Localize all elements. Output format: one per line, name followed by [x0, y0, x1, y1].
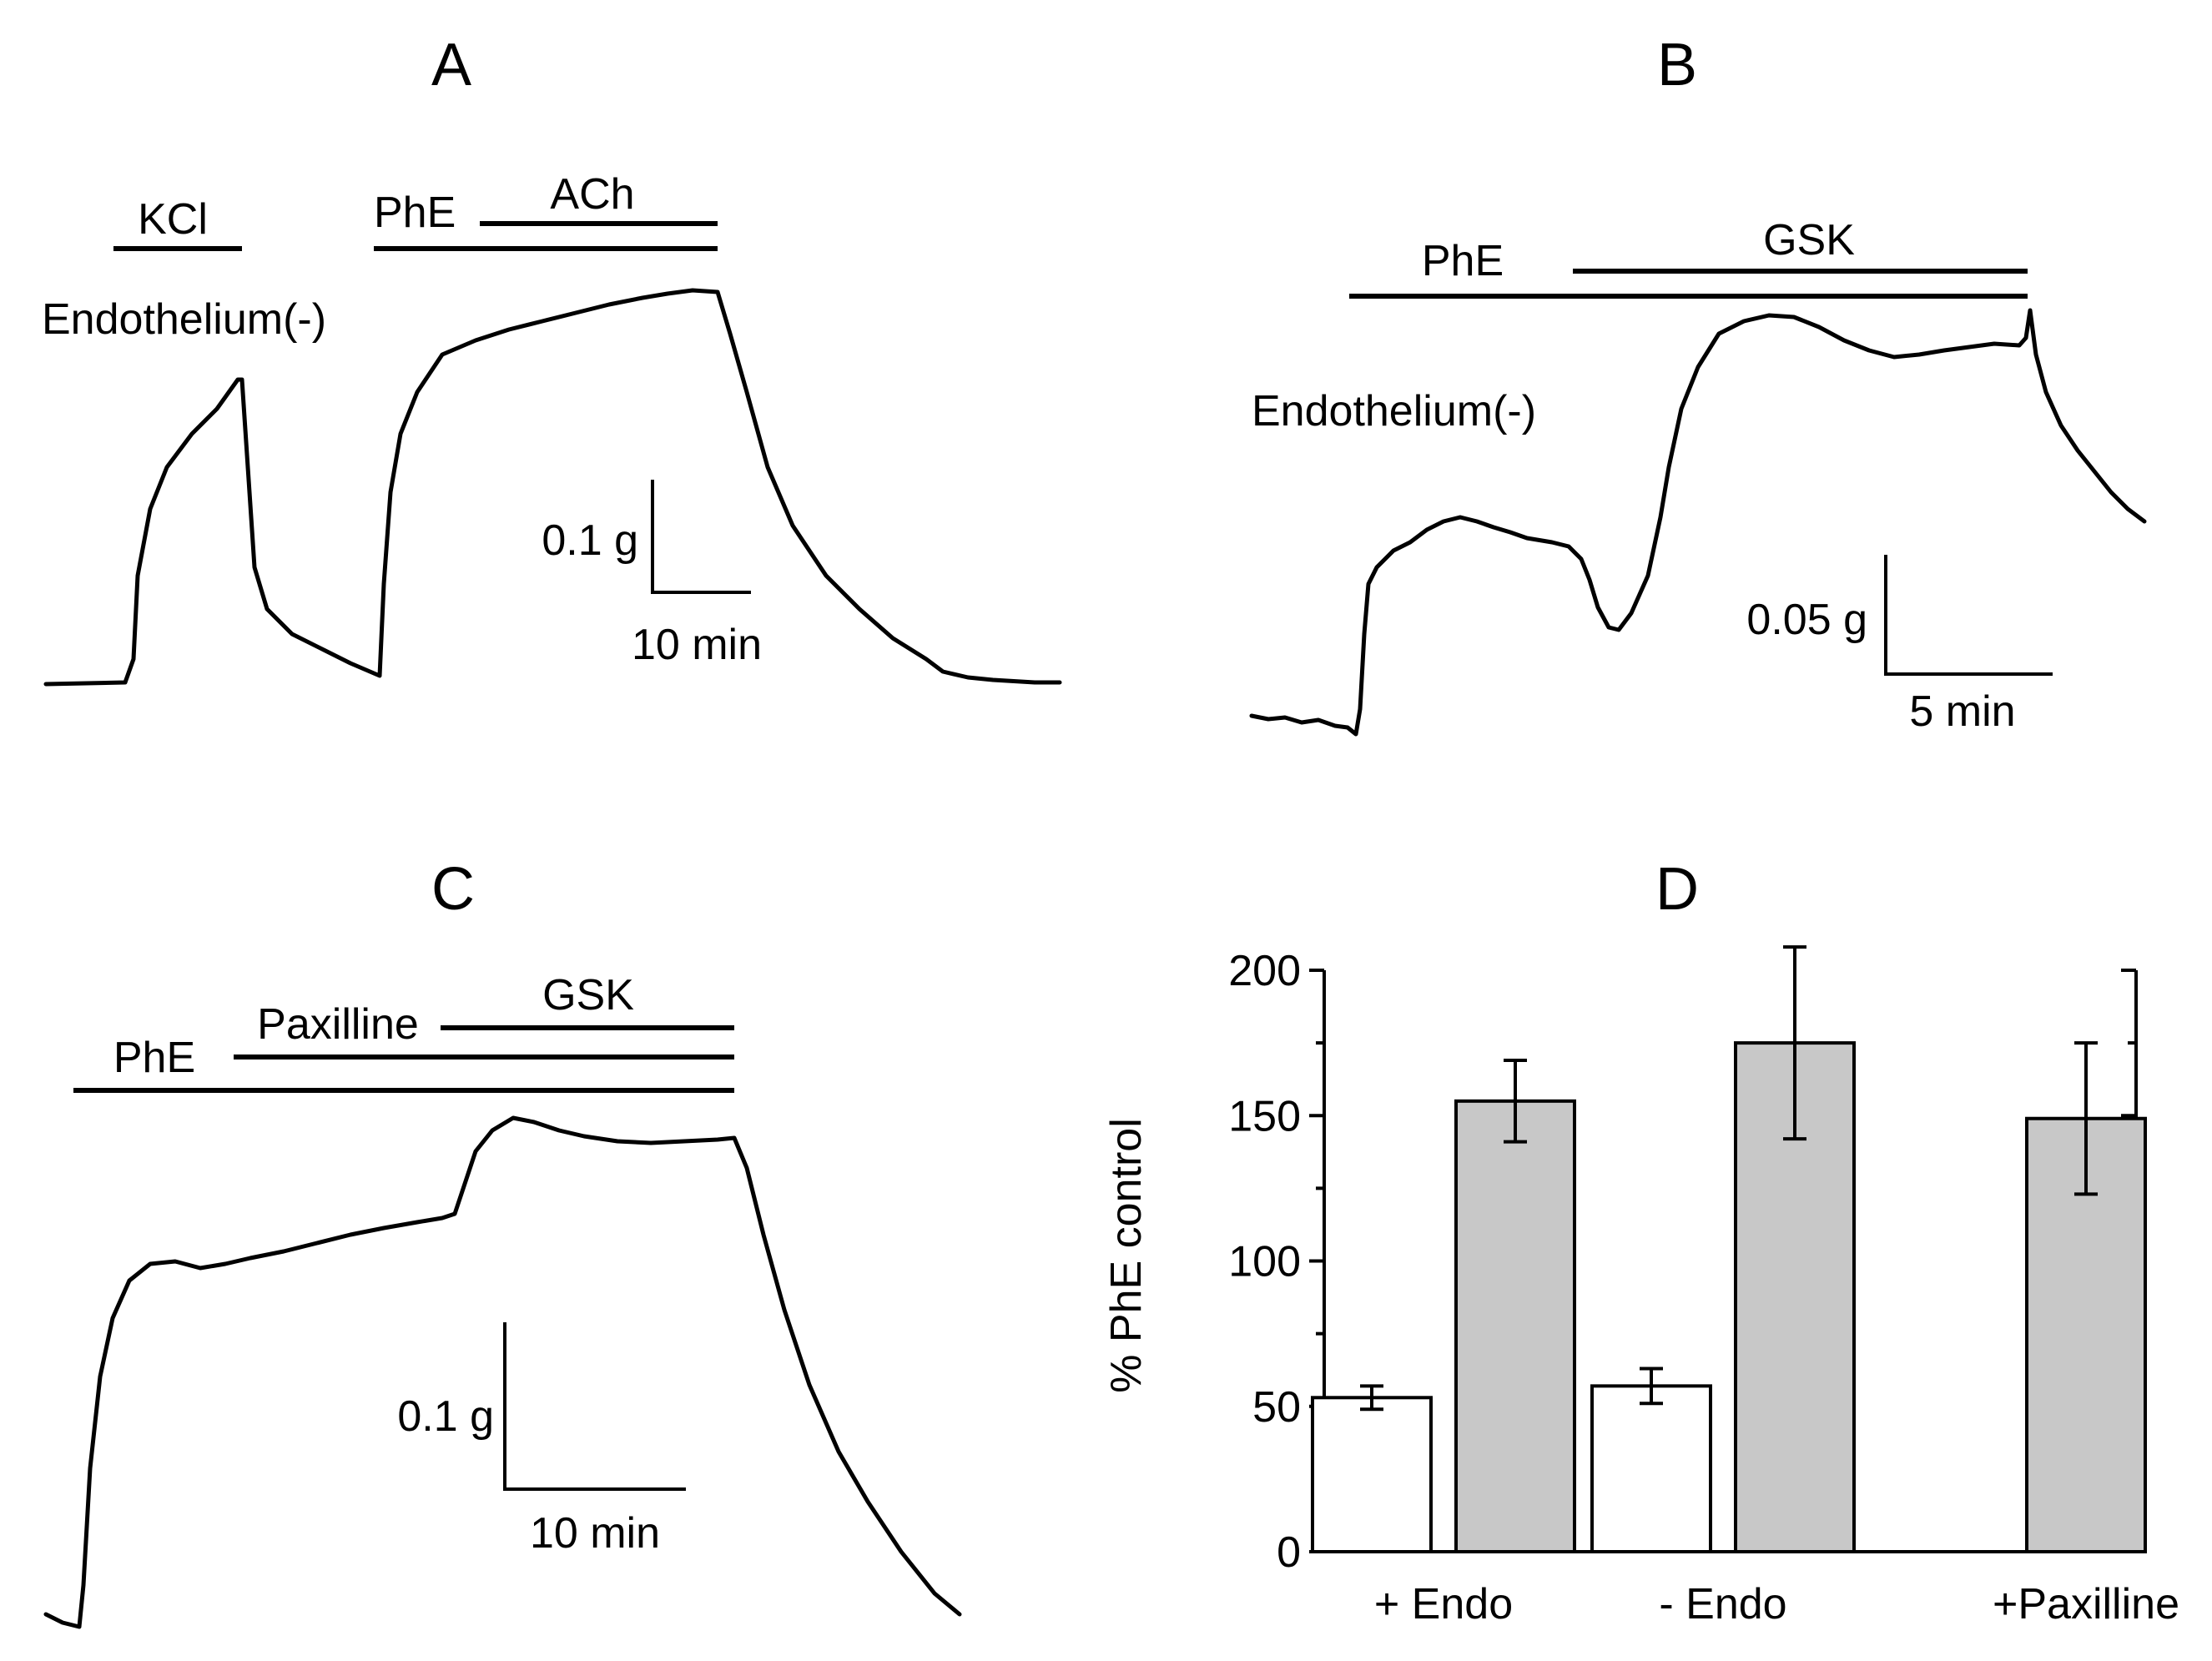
endothelium-label: Endothelium(-): [42, 295, 326, 344]
trace-c: [43, 1115, 962, 1629]
bar-white: [1590, 1384, 1712, 1553]
bar-chart: 0 50 100 150 200 + Endo - Endo +Paxilline: [1228, 945, 2179, 1628]
y-tick-label: 200: [1228, 947, 1301, 995]
scale-bar-b: [1884, 555, 2053, 676]
bar-gray: [1454, 1099, 1576, 1553]
panel-d-label: D: [1655, 856, 1699, 923]
phe-label: PhE: [374, 189, 456, 237]
panel-a-label: A: [431, 32, 471, 98]
scale-force-a: 0.1 g: [542, 516, 638, 565]
kcl-label: KCl: [138, 195, 208, 244]
y-tick-label: 100: [1228, 1238, 1301, 1286]
panel-b: B PhE GSK Endothelium(-) 0.05 g 5 min: [1249, 32, 2147, 737]
endothelium-label-b: Endothelium(-): [1252, 387, 1536, 435]
scale-time-a: 10 min: [632, 621, 762, 669]
y-axis-label: % PhE control: [1102, 1118, 1151, 1393]
trace-b: [1249, 308, 2147, 737]
gsk-label-b: GSK: [1763, 216, 1855, 264]
paxilline-label: Paxilline: [257, 1000, 419, 1049]
scale-time-c: 10 min: [530, 1509, 660, 1558]
phe-label-c: PhE: [113, 1034, 195, 1082]
bar-white: [1311, 1396, 1433, 1554]
y-tick-label: 0: [1277, 1528, 1301, 1577]
category-label: - Endo: [1659, 1580, 1786, 1628]
y-tick-label: 50: [1252, 1383, 1301, 1432]
trace-a: [43, 288, 1062, 687]
scale-force-c: 0.1 g: [397, 1392, 494, 1441]
panel-a: A KCl PhE ACh Endothelium(-) 0.1 g 10 mi…: [42, 32, 1062, 687]
category-label: + Endo: [1374, 1580, 1513, 1628]
scale-bar-c: [503, 1322, 686, 1491]
y-tick-label: 150: [1228, 1092, 1301, 1140]
panel-c-label: C: [431, 856, 475, 923]
panel-b-label: B: [1657, 32, 1697, 98]
panel-c: C GSK Paxilline PhE 0.1 g 10 min: [43, 856, 962, 1629]
panel-d: D % PhE control 0 50 100 150 200 + Endo - Endo…: [1102, 856, 2179, 1628]
phe-label-b: PhE: [1422, 237, 1504, 285]
scale-time-b: 5 min: [1909, 687, 2015, 736]
ach-label: ACh: [550, 170, 634, 219]
gsk-label-c: GSK: [542, 971, 634, 1019]
category-label: +Paxilline: [1993, 1580, 2179, 1628]
scale-force-b: 0.05 g: [1746, 596, 1867, 644]
scale-bar-a: [651, 480, 751, 594]
